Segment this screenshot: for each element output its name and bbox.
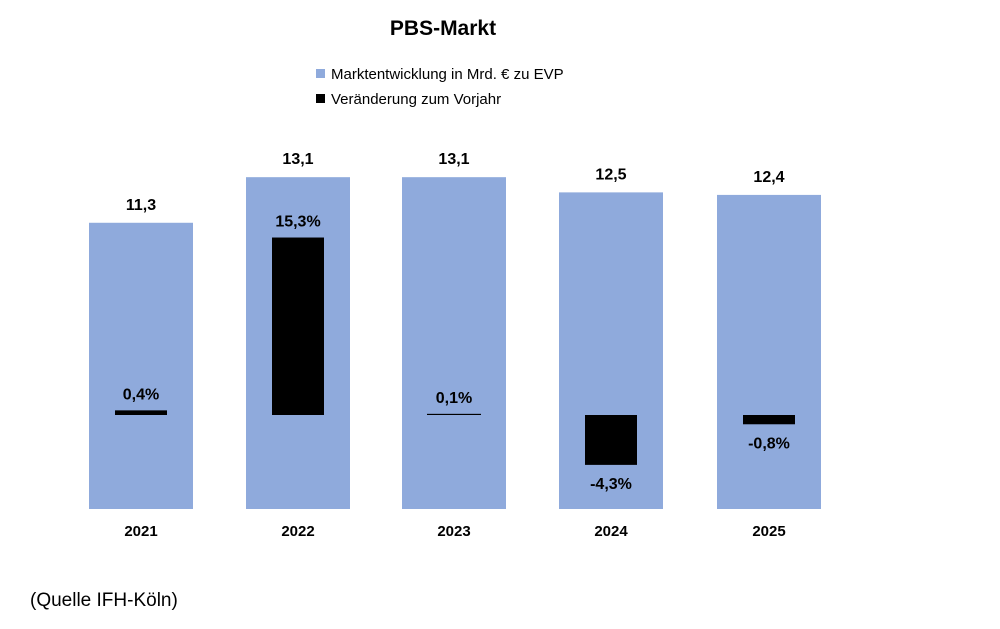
data-labels: 11,3 0,4% 2021 13,1 15,3% 2022 13,1 0,1% 2023 12,… bbox=[123, 151, 790, 540]
market-value-label-2024: 12,5 bbox=[595, 166, 626, 183]
change-bar-2025 bbox=[743, 415, 795, 425]
legend-swatch-change bbox=[316, 94, 325, 103]
category-label-2021: 2021 bbox=[124, 523, 157, 540]
market-bar-2021 bbox=[89, 222, 193, 509]
category-label-2022: 2022 bbox=[281, 523, 314, 540]
change-value-label-2023: 0,1% bbox=[436, 390, 472, 407]
legend-label-market: Marktentwicklung in Mrd. € zu EVP bbox=[331, 66, 564, 83]
category-label-2024: 2024 bbox=[594, 523, 628, 540]
change-value-label-2021: 0,4% bbox=[123, 386, 159, 403]
market-bar-2023 bbox=[402, 177, 506, 509]
change-value-label-2025: -0,8% bbox=[748, 435, 790, 452]
change-value-label-2022: 15,3% bbox=[275, 214, 320, 231]
change-bars bbox=[115, 237, 795, 465]
market-value-label-2023: 13,1 bbox=[438, 151, 469, 168]
legend: Marktentwicklung in Mrd. € zu EVP Veränd… bbox=[316, 66, 564, 108]
legend-label-change: Veränderung zum Vorjahr bbox=[331, 91, 501, 108]
source-note: (Quelle IFH-Köln) bbox=[30, 590, 178, 611]
market-bars bbox=[89, 177, 821, 509]
change-bar-2023 bbox=[427, 413, 481, 415]
change-bar-2021 bbox=[115, 410, 167, 415]
chart-title: PBS-Markt bbox=[390, 17, 496, 40]
market-value-label-2021: 11,3 bbox=[126, 197, 156, 214]
change-bar-2024 bbox=[585, 415, 637, 465]
change-value-label-2024: -4,3% bbox=[590, 476, 632, 493]
market-bar-2025 bbox=[717, 194, 821, 509]
market-value-label-2022: 13,1 bbox=[282, 151, 313, 168]
market-value-label-2025: 12,4 bbox=[753, 169, 784, 186]
category-label-2025: 2025 bbox=[752, 523, 785, 540]
category-label-2023: 2023 bbox=[437, 523, 470, 540]
change-bar-2022 bbox=[272, 237, 324, 415]
legend-swatch-market bbox=[316, 69, 325, 78]
